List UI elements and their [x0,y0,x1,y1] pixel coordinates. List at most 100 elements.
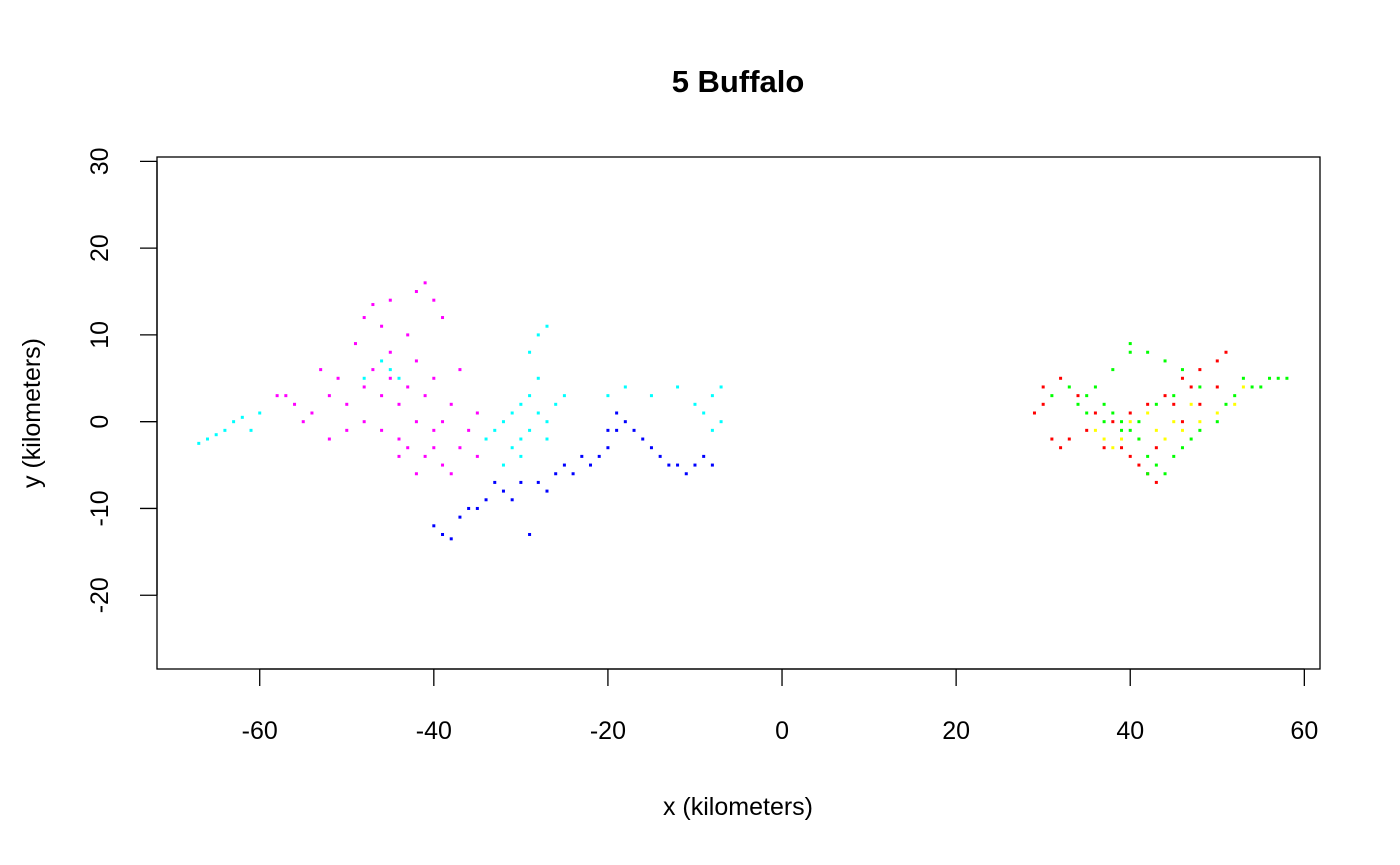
data-point [458,368,462,372]
data-point [441,420,445,424]
data-point [397,376,401,380]
data-point [406,333,410,337]
data-point [1172,420,1176,424]
data-point [1154,402,1158,406]
data-point [597,454,601,458]
data-point [432,298,436,302]
data-point [205,437,209,441]
data-point [545,324,549,328]
data-point [1154,463,1158,467]
data-point [1076,394,1080,398]
data-point [1276,376,1280,380]
data-point [441,532,445,536]
data-point [528,428,532,432]
data-point [1128,428,1132,432]
data-point [623,420,627,424]
data-point [432,376,436,380]
data-point [693,402,697,406]
data-point [197,441,201,445]
data-point [501,463,505,467]
data-point [1120,437,1124,441]
data-point [501,489,505,493]
data-point [1120,446,1124,450]
data-point [1250,385,1254,389]
data-point [380,428,384,432]
data-point [536,333,540,337]
data-point [519,402,523,406]
data-point [406,385,410,389]
data-point [1259,385,1263,389]
data-point [1198,368,1202,372]
data-point [414,472,418,476]
data-point [414,290,418,294]
data-point [1180,420,1184,424]
data-point [545,437,549,441]
data-point [1067,385,1071,389]
data-point [501,420,505,424]
y-tick-label: -20 [86,577,114,613]
data-point [1180,428,1184,432]
data-point [1224,350,1228,354]
data-point [310,411,314,415]
data-point [1154,428,1158,432]
data-point [1180,446,1184,450]
data-point [606,428,610,432]
data-point [249,428,253,432]
data-point [397,454,401,458]
series-5 [1050,342,1289,476]
data-point [458,446,462,450]
data-point [493,428,497,432]
data-point [388,350,392,354]
data-point [1241,376,1245,380]
data-point [475,411,479,415]
data-point [1102,446,1106,450]
y-axis-label: y (kilometers) [18,338,46,488]
data-point [423,454,427,458]
y-tick-label: 10 [86,321,114,349]
data-point [1146,454,1150,458]
data-point [710,394,714,398]
data-point [1128,350,1132,354]
data-point [1111,368,1115,372]
data-point [571,472,575,476]
data-point [1233,402,1237,406]
y-tick-label: 0 [86,415,114,429]
data-point [284,394,288,398]
data-point [1215,411,1219,415]
data-point [1189,437,1193,441]
data-point [1128,454,1132,458]
data-point [580,454,584,458]
data-point [1137,463,1141,467]
data-point [1102,437,1106,441]
data-point [1268,376,1272,380]
data-point [414,420,418,424]
data-point [719,420,723,424]
data-point [362,316,366,320]
data-point [1050,394,1054,398]
data-point [632,428,636,432]
data-point [1111,420,1115,424]
data-point [1067,437,1071,441]
data-point [484,498,488,502]
data-point [1085,394,1089,398]
data-point [475,506,479,510]
data-point [562,394,566,398]
data-point [1198,420,1202,424]
data-point [467,428,471,432]
series-2 [432,411,714,541]
data-point [1163,394,1167,398]
y-tick-label: 30 [86,147,114,175]
data-point [1059,376,1063,380]
data-point [1085,428,1089,432]
series-1 [197,324,723,467]
data-point [336,376,340,380]
y-tick-label: 20 [86,234,114,262]
data-point [397,437,401,441]
data-point [441,316,445,320]
data-point [1172,394,1176,398]
data-point [275,394,279,398]
data-point [676,385,680,389]
data-point [362,376,366,380]
data-point [1128,420,1132,424]
